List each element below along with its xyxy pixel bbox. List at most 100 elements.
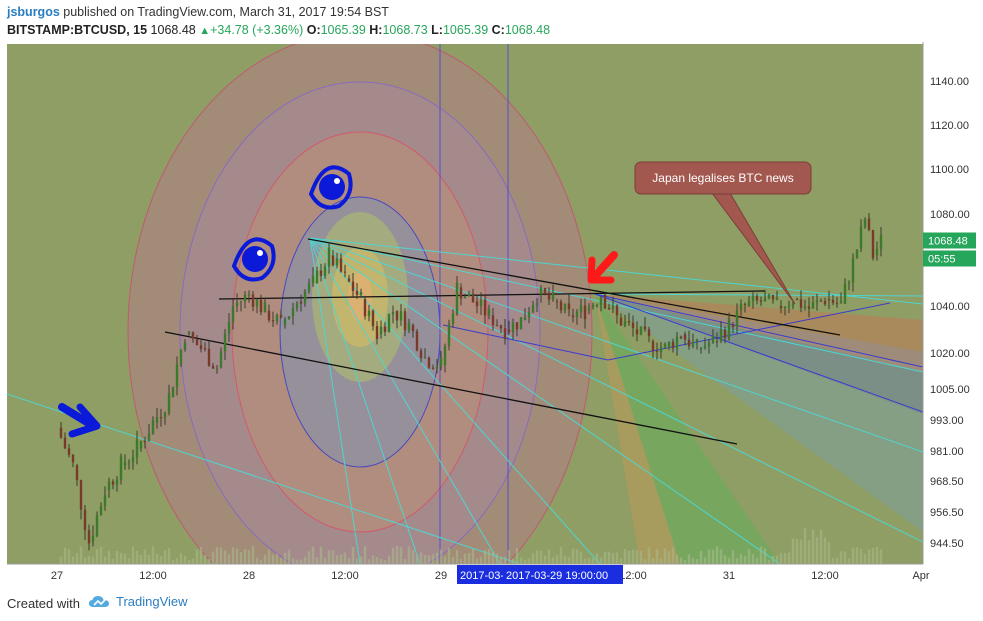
- volume-bar: [803, 528, 807, 564]
- candle-body: [391, 311, 395, 315]
- volume-bar: [871, 547, 875, 564]
- price-tick-label: 1020.00: [930, 348, 970, 360]
- price-chart[interactable]: Japan legalises BTC news 944.50 956.50 968…: [0, 42, 983, 585]
- volume-bar: [455, 549, 459, 564]
- chart-container[interactable]: Japan legalises BTC news 944.50 956.50 968…: [0, 42, 983, 585]
- volume-bar: [199, 546, 203, 564]
- candle-body: [511, 322, 515, 333]
- volume-bar: [515, 547, 519, 564]
- volume-bar: [179, 553, 183, 564]
- price-tick-label: 981.00: [930, 446, 964, 458]
- price-tick-label: 1080.00: [930, 209, 970, 221]
- candle-body: [223, 333, 227, 352]
- candle-body: [703, 346, 707, 349]
- candle-body: [287, 316, 291, 320]
- candle-body: [839, 301, 843, 303]
- volume-bar: [615, 552, 619, 564]
- candle-body: [403, 311, 407, 331]
- candle-body: [655, 350, 659, 352]
- low-label: L:: [431, 23, 443, 37]
- volume-bar: [351, 547, 355, 564]
- volume-bar: [635, 550, 639, 564]
- candle-body: [631, 322, 635, 329]
- candle-body: [87, 530, 91, 544]
- candle-body: [275, 315, 279, 322]
- volume-bar: [419, 552, 423, 564]
- volume-bar: [743, 555, 747, 564]
- volume-bar: [703, 557, 707, 564]
- candle-body: [731, 324, 735, 327]
- candle-body: [335, 258, 339, 266]
- volume-bar: [499, 556, 503, 564]
- candle-body: [467, 293, 471, 297]
- time-tick-label: 27: [51, 570, 63, 582]
- volume-bar: [159, 556, 163, 564]
- volume-bar: [623, 548, 627, 564]
- volume-bar: [75, 553, 79, 564]
- candle-body: [447, 323, 451, 347]
- author-link[interactable]: jsburgos: [7, 5, 60, 19]
- candle-body: [699, 348, 703, 350]
- candle-body: [759, 300, 763, 302]
- time-axis[interactable]: 27 12:00 28 12:00 29 12:00 31 12:00 Apr 2017-03-2…: [7, 563, 930, 585]
- candle-body: [279, 315, 283, 318]
- volume-bar: [79, 546, 83, 564]
- candle-body: [675, 336, 679, 349]
- volume-bar: [243, 549, 247, 564]
- red-arrow-icon: [587, 251, 618, 284]
- price-axis[interactable]: 944.50 956.50 968.50 981.00 993.00 1005.00 102…: [922, 42, 983, 585]
- candle-body: [407, 322, 411, 331]
- candle-body: [171, 386, 175, 397]
- volume-bar: [735, 558, 739, 564]
- candle-body: [143, 440, 147, 442]
- volume-bar: [591, 557, 595, 564]
- volume-bar: [575, 549, 579, 564]
- volume-bar: [563, 555, 567, 564]
- candle-body: [167, 393, 171, 414]
- volume-bar: [363, 546, 367, 564]
- candle-body: [191, 332, 195, 339]
- candle-body: [671, 341, 675, 349]
- candle-body: [559, 301, 563, 311]
- volume-bar: [811, 529, 815, 564]
- volume-bar: [675, 555, 679, 564]
- candle-body: [95, 514, 99, 536]
- candle-body: [295, 303, 299, 308]
- volume-bar: [479, 556, 483, 564]
- volume-bar: [847, 558, 851, 564]
- volume-bar: [367, 559, 371, 564]
- candle-body: [375, 326, 379, 340]
- candle-body: [215, 368, 219, 370]
- volume-bar: [827, 541, 831, 564]
- candle-body: [663, 343, 667, 348]
- tradingview-link[interactable]: TradingView: [88, 594, 188, 609]
- volume-bar: [239, 552, 243, 564]
- candle-body: [771, 294, 775, 300]
- candle-body: [459, 287, 463, 299]
- candle-body: [803, 306, 807, 308]
- candle-body: [615, 305, 619, 316]
- volume-bar: [631, 549, 635, 564]
- volume-bar: [771, 555, 775, 564]
- candle-body: [247, 294, 251, 296]
- volume-bar: [483, 550, 487, 564]
- candle-body: [571, 315, 575, 318]
- volume-bar: [687, 554, 691, 564]
- price-tick-label: 1120.00: [930, 120, 969, 132]
- volume-bar: [655, 548, 659, 564]
- candle-body: [151, 420, 155, 434]
- candle-body: [199, 345, 203, 350]
- price-tick-label: 1040.00: [930, 301, 970, 313]
- volume-bar: [867, 549, 871, 564]
- volume-bar: [343, 552, 347, 564]
- trendlines: [164, 238, 841, 445]
- volume-bar: [815, 537, 819, 564]
- candle-body: [851, 257, 855, 283]
- volume-bar: [347, 558, 351, 564]
- candle-body: [855, 249, 859, 258]
- candle-body: [251, 294, 255, 307]
- volume-bar: [331, 550, 335, 564]
- candle-body: [651, 341, 655, 351]
- candle-body: [879, 235, 883, 249]
- volume-bar: [291, 558, 295, 564]
